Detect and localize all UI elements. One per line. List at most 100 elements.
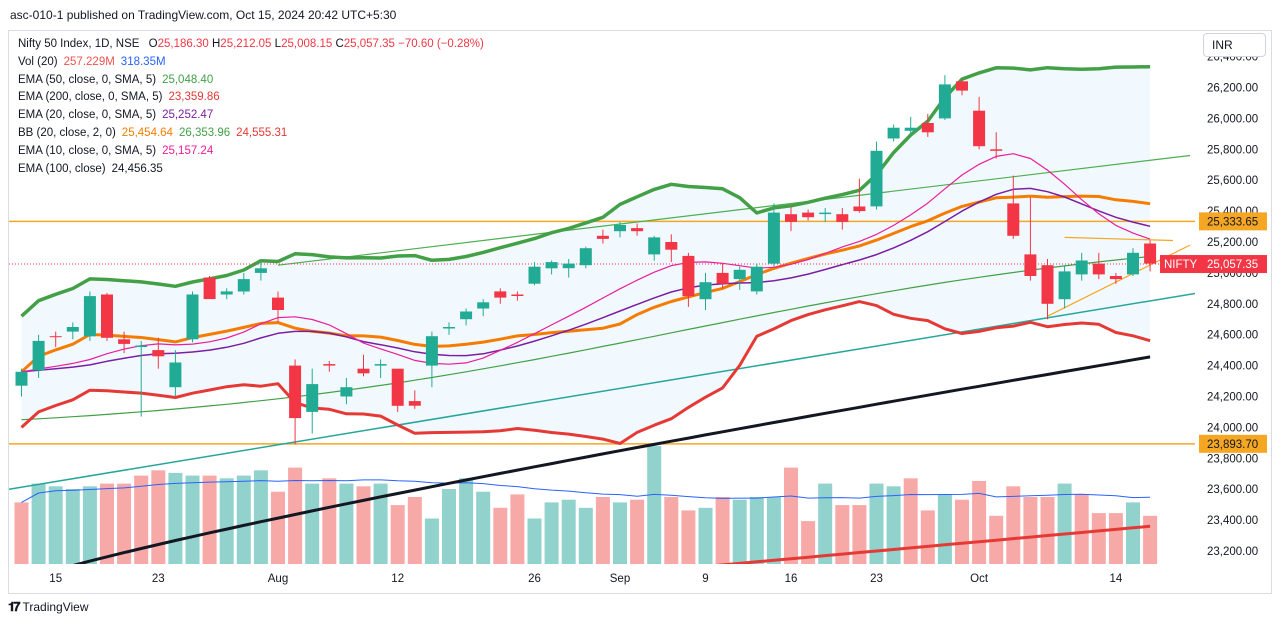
legend-indicator-row[interactable]: EMA (100, close) 24,456.35 — [18, 161, 484, 179]
volume-bar — [168, 472, 183, 564]
plot-area[interactable] — [9, 64, 1198, 627]
tradingview-logo-icon: 𝟏𝟕 — [8, 599, 21, 614]
candle-body — [306, 384, 319, 412]
volume-bar — [151, 470, 166, 564]
volume-bar — [82, 486, 97, 564]
legend-indicator-value: 318.35M — [120, 55, 166, 68]
level-price-label: 23,893.70 — [1207, 439, 1258, 451]
y-tick-label: 25,800.00 — [1207, 144, 1258, 156]
y-tick-label: 23,800.00 — [1207, 453, 1258, 465]
candle-body — [425, 336, 438, 366]
volume-bar — [818, 483, 833, 564]
volume-bar — [647, 446, 662, 564]
legend-indicator-value: 25,252.47 — [162, 109, 214, 122]
bb-basis-line — [20, 194, 1151, 373]
candle-body — [254, 268, 267, 273]
y-tick-label: 23,600.00 — [1207, 484, 1258, 496]
volume-bar — [236, 475, 251, 564]
candle-body — [1041, 265, 1054, 304]
ema100-line — [72, 355, 1151, 564]
volume-bar — [595, 497, 610, 564]
candle-body — [511, 294, 524, 296]
candle-body — [836, 214, 849, 222]
x-tick-label: 9 — [702, 573, 708, 585]
volume-bar — [14, 502, 29, 564]
candle-body — [1058, 271, 1071, 300]
legend-high-label: H — [211, 38, 221, 50]
y-tick-label: 23,200.00 — [1207, 546, 1258, 558]
volume-bar — [305, 483, 320, 564]
candle-body — [391, 368, 404, 406]
candle-body — [631, 228, 644, 232]
candle-body — [1144, 243, 1157, 264]
legend-indicator-row[interactable]: Vol (20) 257.229M 318.35M — [18, 54, 484, 72]
volume-bar — [117, 483, 132, 564]
legend-change: −70.60 (−0.28%) — [398, 38, 484, 50]
currency-selector[interactable]: INR — [1203, 33, 1266, 57]
volume-bar — [527, 518, 542, 564]
legend-indicator-row[interactable]: EMA (50, close, 0, SMA, 5) 25,048.40 — [18, 72, 484, 90]
last-price-tag — [1199, 255, 1267, 274]
legend-indicator-row[interactable]: EMA (200, close, 0, SMA, 5) 23,359.86 — [18, 89, 484, 107]
y-tick-label: 24,400.00 — [1207, 361, 1258, 373]
x-tick-label: Oct — [970, 573, 989, 585]
legend-indicator-row[interactable]: EMA (10, close, 0, SMA, 5) 25,157.24 — [18, 143, 484, 161]
publish-info: asc-010-1 published on TradingView.com, … — [10, 8, 397, 22]
candle-body — [1127, 252, 1139, 275]
legend-indicator-value: 24,456.35 — [111, 162, 163, 175]
y-tick-label: 24,200.00 — [1207, 392, 1258, 404]
candle-body — [716, 272, 729, 284]
legend-indicator-row[interactable]: EMA (20, close, 0, SMA, 5) 25,252.47 — [18, 107, 484, 125]
candle-body — [49, 336, 62, 338]
legend-indicator-value: 23,359.86 — [168, 91, 220, 104]
candle-body — [579, 248, 592, 266]
legend-high-value: 25,212.05 — [220, 38, 272, 50]
legend-indicator-row[interactable]: BB (20, close, 2, 0) 25,454.64 26,353.96 24… — [18, 125, 484, 143]
volume-bar — [1108, 513, 1123, 564]
volume-bar — [493, 507, 508, 564]
candle-body — [802, 212, 815, 218]
candle-body — [477, 302, 490, 309]
volume-bar — [1023, 497, 1038, 564]
volume-bar — [766, 497, 781, 564]
candle-body — [904, 127, 917, 131]
volume-bar — [1040, 497, 1055, 564]
volume-bar — [561, 499, 576, 564]
legend-symbol-row[interactable]: Nifty 50 Index, 1D, NSE O25,186.30 H25,2… — [18, 36, 484, 54]
volume-bar — [253, 470, 268, 564]
legend-indicator-name: EMA (20, close, 0, SMA, 5) — [18, 109, 157, 122]
x-tick-label: 26 — [528, 573, 541, 585]
volume-bar — [732, 499, 747, 564]
legend-indicator-name: EMA (10, close, 0, SMA, 5) — [18, 144, 157, 157]
volume-bar — [852, 505, 867, 564]
volume-bar — [681, 510, 696, 564]
candle-body — [853, 206, 866, 212]
volume-bar — [613, 502, 627, 564]
candle-body — [1024, 254, 1037, 276]
legend-close-value: 25,057.35 — [343, 38, 395, 50]
volume-bar — [202, 475, 217, 564]
volume-bar — [339, 483, 354, 564]
candle-body — [1007, 203, 1020, 236]
candle-body — [443, 327, 455, 329]
volume-bar — [715, 497, 730, 564]
trendline-upper — [277, 154, 1191, 266]
volume-bar — [749, 497, 764, 564]
ema50-line — [21, 255, 1151, 421]
last-price-label: 25,057.35 — [1207, 259, 1258, 271]
ema200-line — [716, 524, 1151, 564]
tradingview-footer: 𝟏𝟕 TradingView — [8, 599, 89, 615]
candle-body — [785, 214, 797, 222]
candle-body — [340, 387, 353, 397]
volume-bar — [390, 505, 405, 564]
volume-bar — [424, 518, 439, 564]
legend-indicator-name: EMA (50, close, 0, SMA, 5) — [18, 73, 157, 86]
legend-indicator-value: 25,048.40 — [162, 73, 214, 86]
volume-bar — [1126, 502, 1140, 564]
level-price-tag — [1199, 212, 1267, 231]
legend-indicator-name: Vol (20) — [18, 55, 58, 68]
x-tick-label: 23 — [870, 573, 883, 585]
candle-body — [1109, 276, 1122, 280]
volume-bar — [1006, 486, 1021, 564]
